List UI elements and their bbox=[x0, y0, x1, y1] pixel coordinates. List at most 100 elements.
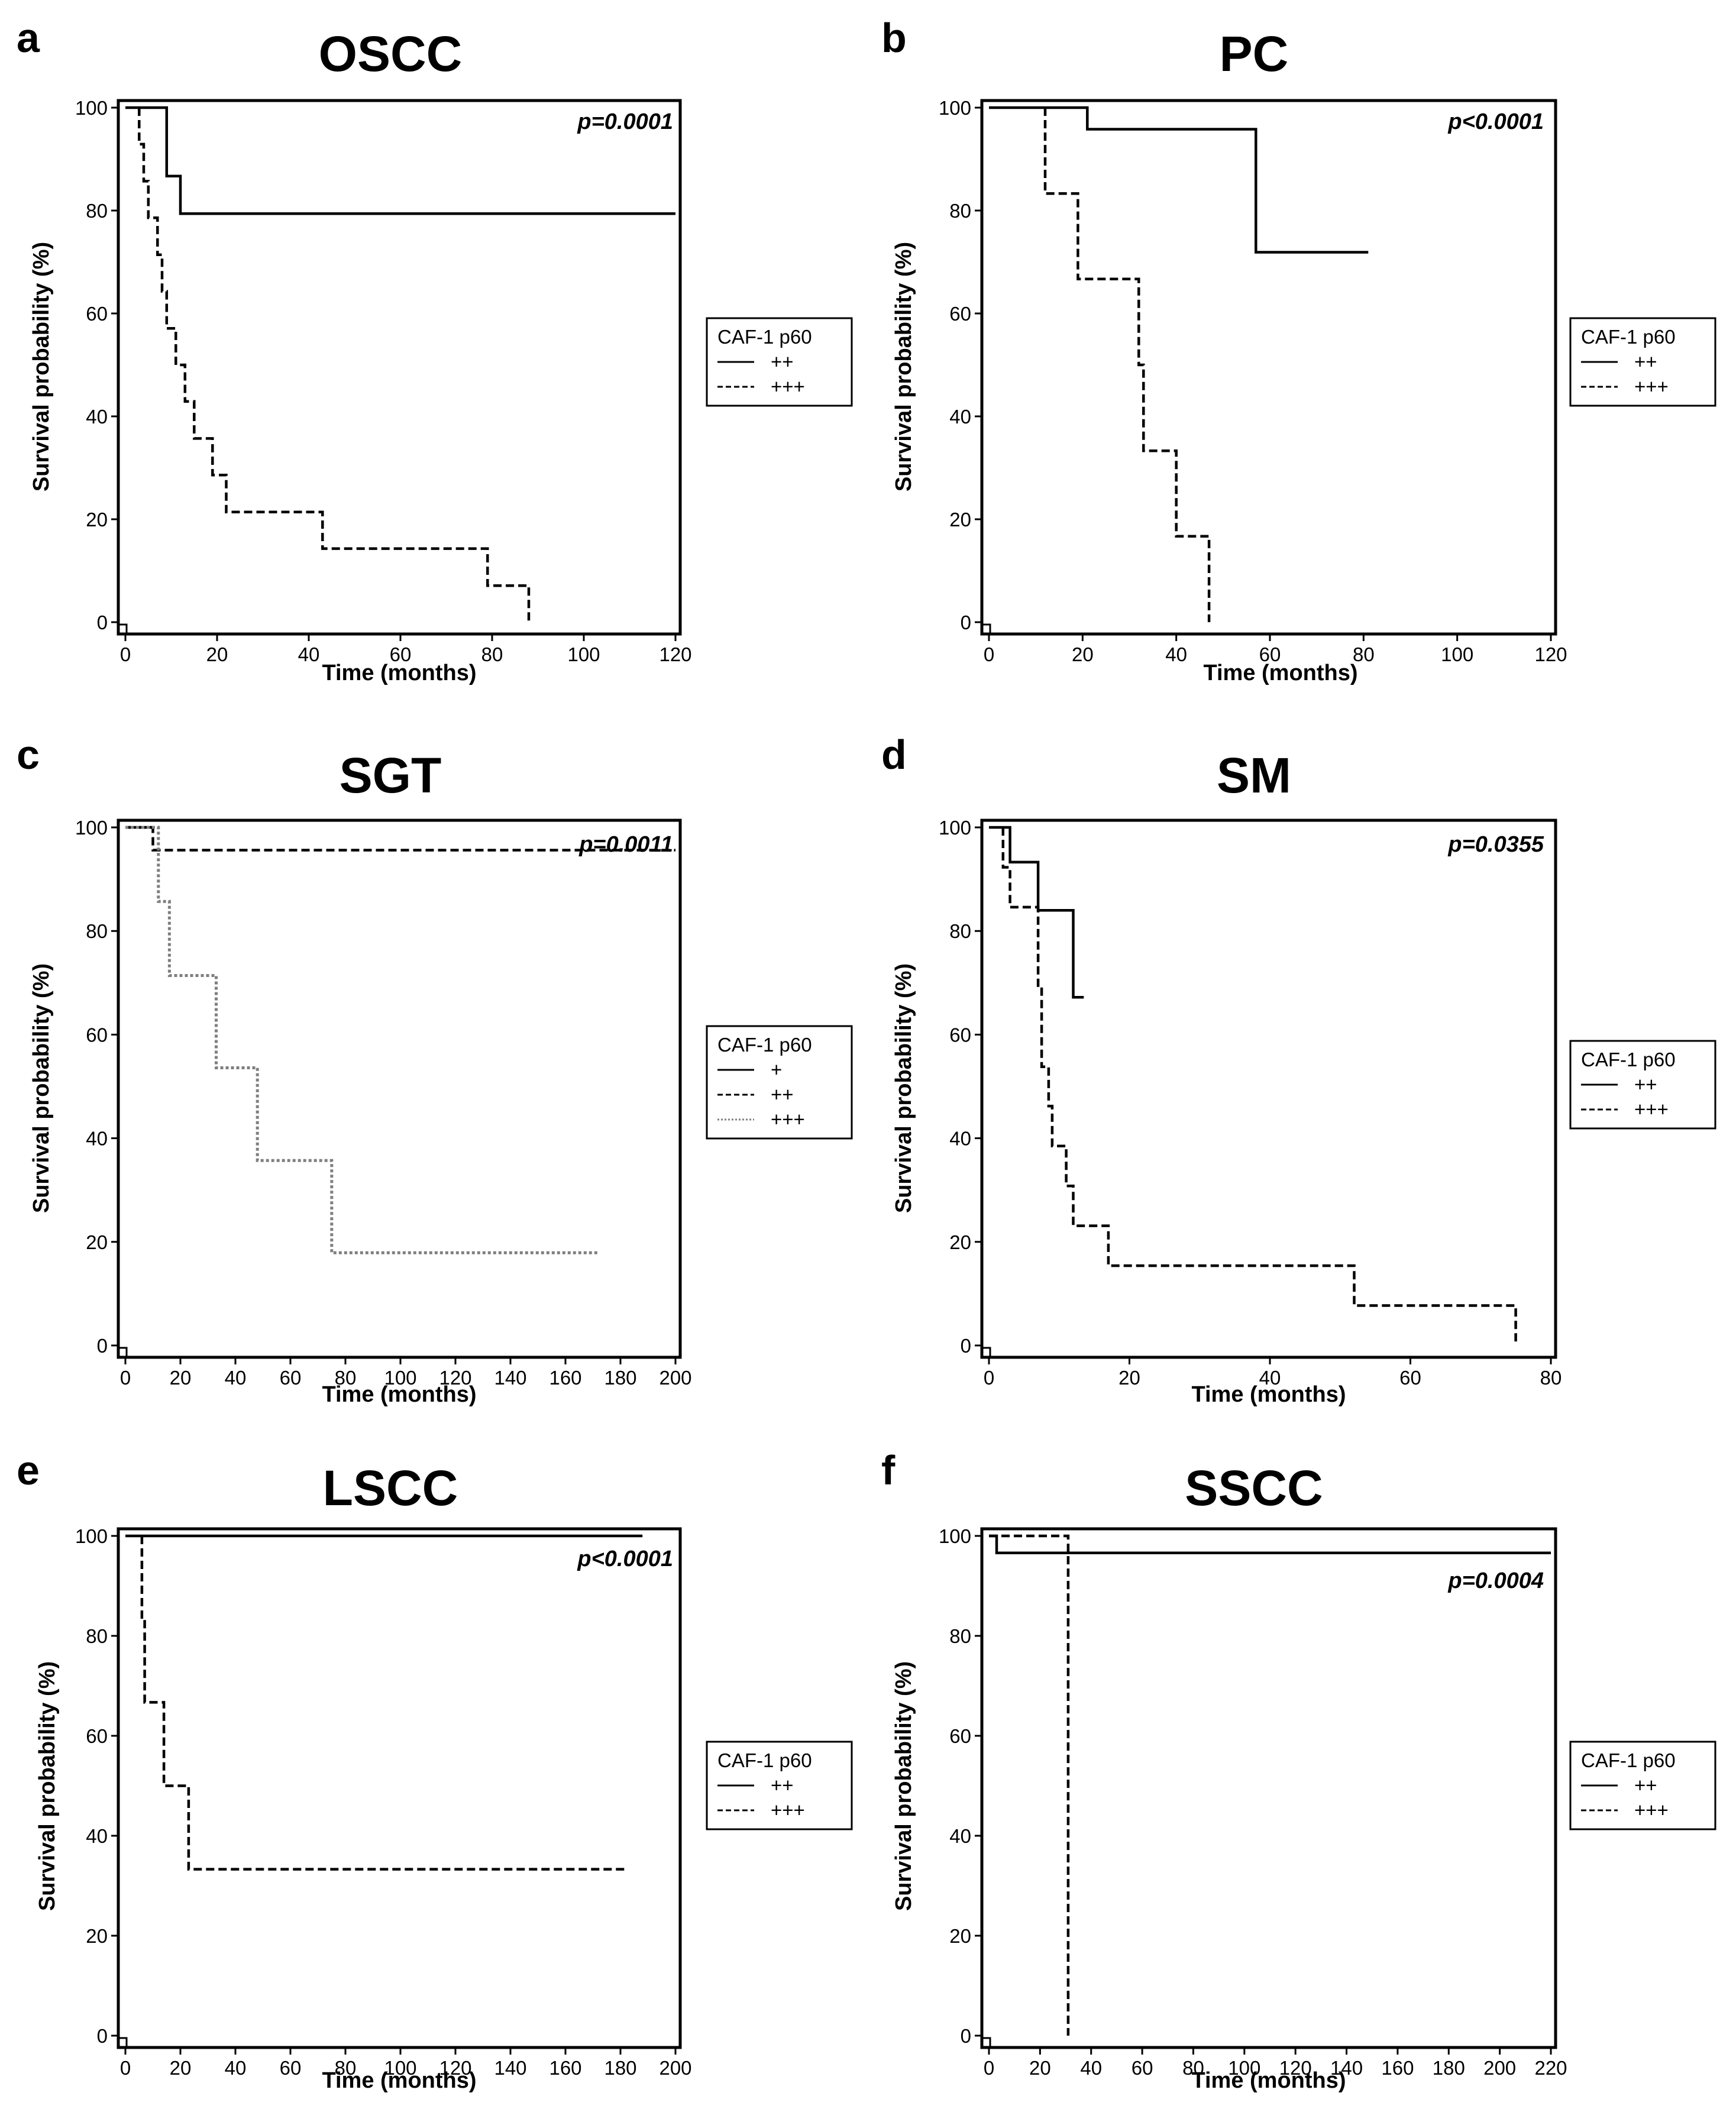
x-tick-label: 80 bbox=[335, 1367, 357, 1389]
x-tick-label: 60 bbox=[280, 2057, 302, 2079]
x-tick-label: 160 bbox=[549, 1367, 581, 1389]
legend: CAF-1 p60+++++ bbox=[1569, 1741, 1716, 1830]
plot-frame bbox=[980, 99, 1557, 636]
x-axis-title: Time (months) bbox=[1191, 1382, 1346, 1407]
x-tick-label: 180 bbox=[1433, 2057, 1465, 2079]
x-tick-label: 20 bbox=[206, 643, 228, 665]
legend-entry-label: +++ bbox=[771, 1108, 805, 1130]
legend-title: CAF-1 p60 bbox=[717, 1034, 812, 1056]
x-tick-label: 100 bbox=[567, 643, 600, 665]
plot-frame bbox=[117, 1527, 682, 2049]
origin-mark bbox=[119, 1347, 128, 1356]
series-line-dashed bbox=[140, 1536, 626, 1871]
y-tick-label: 80 bbox=[86, 1625, 108, 1647]
p-value: p<0.0001 bbox=[1447, 109, 1544, 134]
legend-title: CAF-1 p60 bbox=[1581, 326, 1676, 348]
panel-letter: d bbox=[881, 732, 907, 778]
x-tick-label: 60 bbox=[1132, 2057, 1153, 2079]
origin-mark bbox=[983, 623, 991, 633]
x-tick-label: 0 bbox=[120, 2057, 131, 2079]
x-tick-label: 20 bbox=[170, 2057, 192, 2079]
x-tick-label: 60 bbox=[280, 1367, 302, 1389]
y-tick-label: 40 bbox=[86, 1128, 108, 1150]
x-tick-label: 40 bbox=[1080, 2057, 1102, 2079]
panel-letter: a bbox=[17, 15, 40, 61]
x-tick-label: 120 bbox=[439, 2057, 471, 2079]
x-tick-label: 160 bbox=[549, 2057, 581, 2079]
y-tick-label: 20 bbox=[949, 1231, 971, 1253]
y-axis-title: Survival probability (%) bbox=[891, 1661, 916, 1911]
y-tick-label: 0 bbox=[961, 1335, 971, 1357]
x-tick-label: 80 bbox=[335, 2057, 357, 2079]
y-tick-label: 100 bbox=[75, 97, 108, 119]
y-axis-title: Survival probability (%) bbox=[35, 1661, 60, 1911]
x-tick-label: 0 bbox=[984, 643, 994, 665]
x-tick-label: 40 bbox=[1165, 643, 1187, 665]
x-tick-label: 200 bbox=[659, 1367, 691, 1389]
p-value: p<0.0001 bbox=[577, 1547, 673, 1571]
y-tick-label: 20 bbox=[949, 509, 971, 530]
x-tick-label: 80 bbox=[481, 643, 503, 665]
y-tick-label: 40 bbox=[949, 1825, 971, 1847]
y-tick-label: 100 bbox=[939, 1525, 971, 1547]
x-tick-label: 200 bbox=[1483, 2057, 1516, 2079]
plot-frame bbox=[117, 819, 682, 1359]
y-tick-label: 80 bbox=[86, 200, 108, 222]
x-tick-label: 0 bbox=[120, 643, 131, 665]
legend-entry-label: +++ bbox=[771, 1799, 805, 1821]
legend-entry-label: ++ bbox=[1634, 1774, 1657, 1796]
x-axis-title: Time (months) bbox=[322, 661, 476, 685]
x-tick-label: 40 bbox=[1259, 1367, 1281, 1389]
legend: CAF-1 p60+++++ bbox=[1569, 1040, 1716, 1130]
legend-entry-label: ++ bbox=[771, 1083, 794, 1105]
panel-f: f SSCC 0 20 40 60 80 100 120 140 160 180 200 220 0 20 40… bbox=[881, 1447, 1716, 2093]
legend-entry-label: +++ bbox=[771, 376, 805, 397]
legend-entry-label: + bbox=[771, 1059, 782, 1081]
y-tick-label: 100 bbox=[75, 1525, 108, 1547]
x-tick-label: 200 bbox=[659, 2057, 691, 2079]
x-tick-label: 120 bbox=[439, 1367, 471, 1389]
legend-entry-label: ++ bbox=[771, 1774, 794, 1796]
y-tick-label: 80 bbox=[949, 1625, 971, 1647]
x-tick-label: 20 bbox=[1072, 643, 1094, 665]
panel-e: e LSCC 0 20 40 60 80 100 120 140 160 180 200 0 20 40 60 8… bbox=[17, 1447, 853, 2093]
chart-title: SGT bbox=[340, 748, 442, 803]
y-tick-label: 0 bbox=[97, 612, 108, 633]
series-line-dashed bbox=[138, 108, 531, 622]
panel-b: b PC 0 20 40 60 80 100 120 0 20 40 60 80 100 Time (mont… bbox=[881, 15, 1716, 685]
plot-frame bbox=[980, 1527, 1557, 2049]
y-tick-label: 40 bbox=[86, 1825, 108, 1847]
legend-title: CAF-1 p60 bbox=[717, 1749, 812, 1771]
y-tick-label: 20 bbox=[949, 1925, 971, 1947]
x-tick-label: 60 bbox=[1259, 643, 1281, 665]
y-tick-label: 100 bbox=[939, 97, 971, 119]
x-tick-label: 100 bbox=[384, 1367, 416, 1389]
x-tick-label: 0 bbox=[120, 1367, 131, 1389]
y-tick-label: 0 bbox=[97, 2025, 108, 2047]
legend: CAF-1 p60+++++ bbox=[706, 1741, 853, 1830]
chart-title: LSCC bbox=[323, 1460, 458, 1516]
y-tick-label: 0 bbox=[961, 612, 971, 633]
p-value: p=0.0355 bbox=[1447, 832, 1544, 857]
panel-c: c SGT 0 20 40 60 80 100 120 140 160 180 200 0 20 40 60 80… bbox=[17, 732, 853, 1407]
y-tick-label: 100 bbox=[75, 817, 108, 839]
legend-box bbox=[706, 1025, 853, 1140]
x-tick-label: 140 bbox=[1330, 2057, 1363, 2079]
legend-entry-label: +++ bbox=[1634, 376, 1669, 397]
x-tick-label: 0 bbox=[984, 2057, 994, 2079]
x-tick-label: 120 bbox=[1279, 2057, 1312, 2079]
y-tick-label: 60 bbox=[86, 1725, 108, 1747]
series-line-solid bbox=[989, 826, 1084, 999]
y-tick-label: 20 bbox=[86, 1231, 108, 1253]
y-tick-label: 60 bbox=[949, 1725, 971, 1747]
legend: CAF-1 p60+++++ bbox=[706, 317, 853, 407]
y-tick-label: 60 bbox=[86, 1024, 108, 1046]
y-axis-title: Survival probability (%) bbox=[891, 242, 916, 491]
y-tick-label: 60 bbox=[949, 1024, 971, 1046]
legend-entry-label: +++ bbox=[1634, 1799, 1669, 1821]
series-line-dotted bbox=[125, 826, 599, 1254]
series-line-solid bbox=[125, 106, 675, 215]
y-tick-label: 80 bbox=[949, 920, 971, 942]
origin-mark bbox=[119, 2037, 128, 2046]
